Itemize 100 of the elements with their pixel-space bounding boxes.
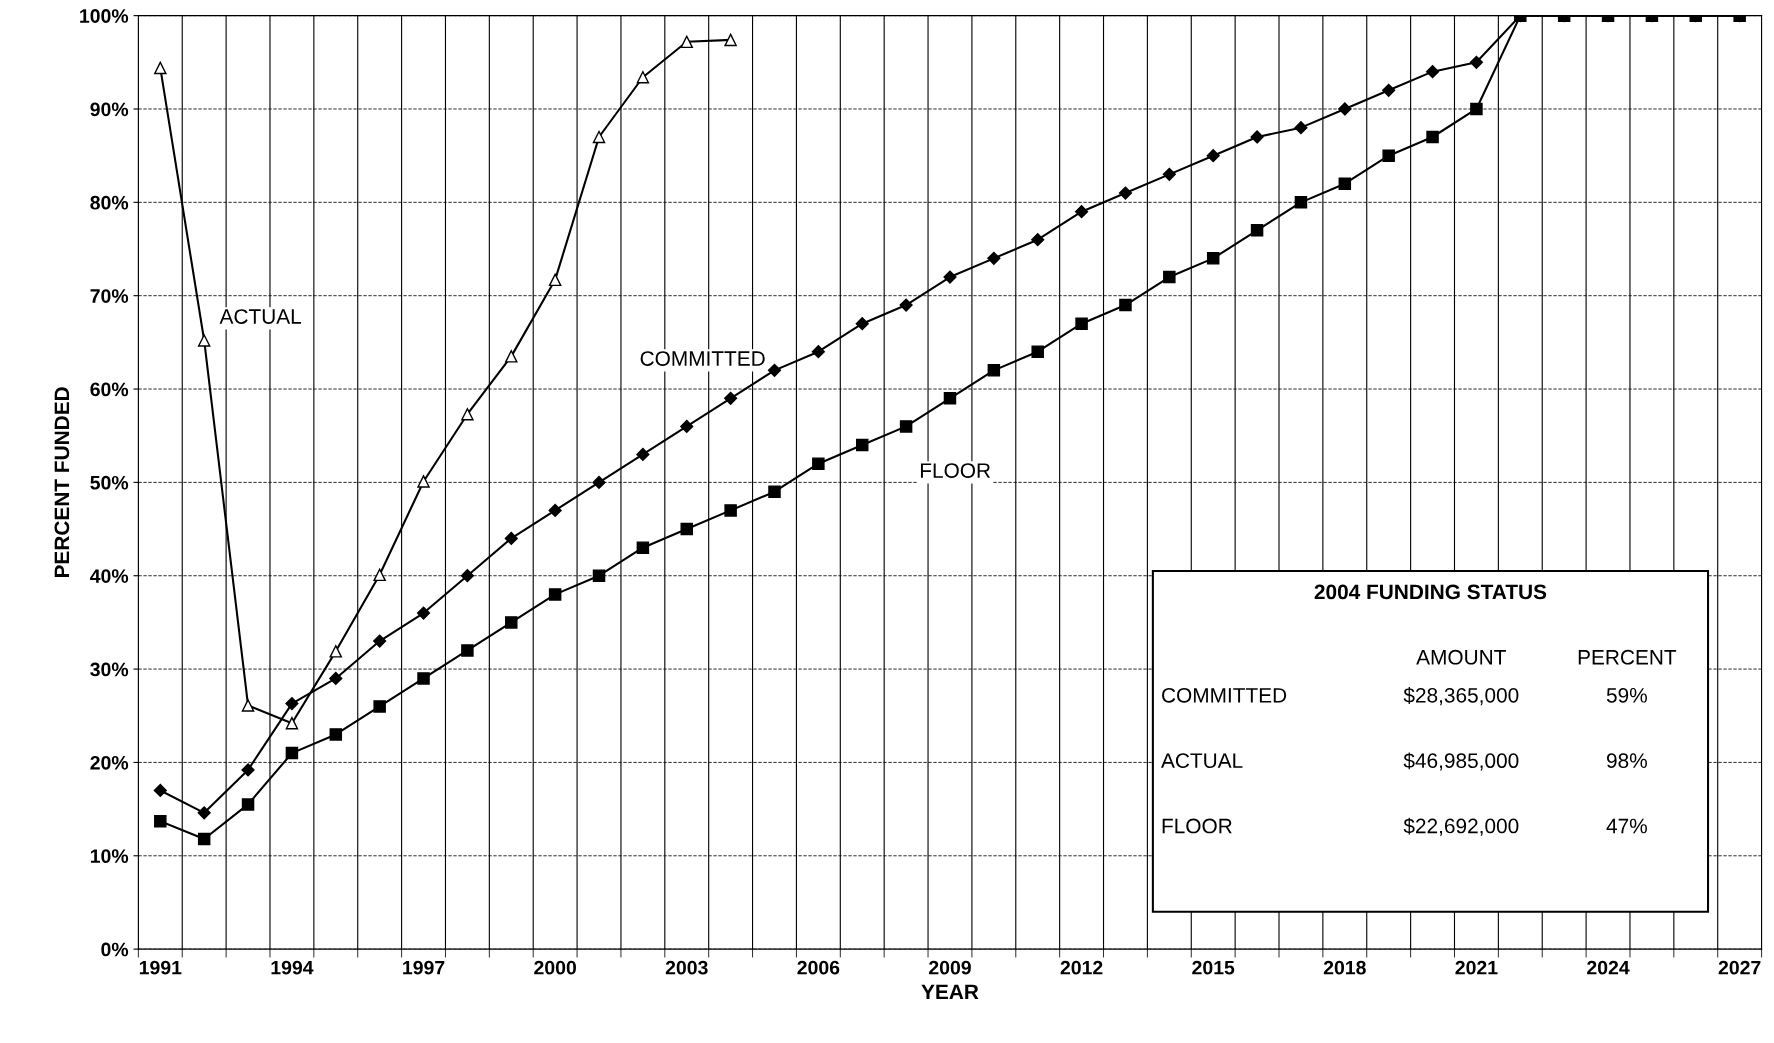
- point: [592, 569, 606, 582]
- point: [505, 616, 518, 629]
- point: [285, 716, 299, 730]
- point: [154, 814, 167, 828]
- point: [943, 270, 957, 284]
- point: [592, 475, 606, 489]
- annotation: $28,365,000: [1403, 687, 1519, 706]
- point: [855, 438, 869, 452]
- x-axis-title: YEAR: [921, 984, 979, 1000]
- point: [1382, 83, 1396, 97]
- point: [548, 588, 562, 601]
- point: [285, 746, 299, 760]
- point: [1425, 65, 1440, 79]
- x-tick-label: 2027: [1718, 960, 1761, 975]
- annotation: 98%: [1606, 753, 1647, 769]
- x-tick-label: 2018: [1323, 960, 1366, 975]
- annotation: 47%: [1606, 818, 1647, 834]
- point: [724, 391, 738, 405]
- annotation: PERCENT: [1578, 649, 1677, 665]
- point: [1031, 233, 1045, 247]
- annotation: FLOOR: [1162, 818, 1232, 834]
- point: [636, 71, 650, 84]
- point: [680, 35, 694, 49]
- point: [592, 130, 606, 144]
- point: [1338, 102, 1352, 116]
- point: [416, 606, 431, 620]
- annotation: 2004 FUNDING STATUS: [1314, 584, 1547, 600]
- point: [504, 531, 518, 545]
- y-tick-label: 80%: [90, 195, 129, 210]
- point: [197, 806, 211, 820]
- point: [1426, 130, 1439, 144]
- x-tick-label: 2012: [1060, 960, 1103, 975]
- point: [1206, 149, 1220, 163]
- point: [548, 503, 562, 517]
- annotation: $22,692,000: [1403, 817, 1519, 836]
- point: [241, 798, 255, 811]
- y-tick-label: 100%: [80, 9, 129, 23]
- point: [548, 273, 562, 287]
- point: [724, 33, 737, 47]
- point: [373, 568, 386, 582]
- series-label: FLOOR: [920, 463, 991, 478]
- point: [241, 699, 255, 712]
- y-tick-label: 90%: [90, 102, 129, 117]
- point: [636, 541, 650, 554]
- point: [329, 728, 343, 741]
- point: [417, 672, 430, 685]
- point: [461, 644, 474, 657]
- annotation: COMMITTED: [1162, 687, 1287, 703]
- point: [329, 671, 343, 686]
- point: [197, 334, 211, 347]
- point: [1206, 252, 1220, 265]
- point: [811, 345, 825, 359]
- y-tick-label: 50%: [90, 475, 129, 490]
- y-tick-label: 10%: [90, 849, 129, 864]
- point: [460, 569, 474, 583]
- y-tick-label: 60%: [90, 382, 129, 397]
- point: [899, 298, 913, 312]
- annotation: $46,985,000: [1403, 752, 1519, 771]
- point: [1075, 317, 1088, 330]
- annotation: AMOUNT: [1416, 649, 1506, 665]
- x-tick-label: 2009: [929, 960, 971, 975]
- point: [1250, 130, 1264, 144]
- y-tick-label: 20%: [90, 755, 129, 770]
- point: [1294, 196, 1308, 209]
- x-tick-label: 1991: [139, 960, 182, 975]
- point: [767, 363, 782, 377]
- point: [197, 832, 211, 846]
- x-tick-label: 2000: [534, 960, 576, 975]
- series-label: ACTUAL: [219, 309, 302, 324]
- point: [899, 420, 913, 433]
- point: [1250, 224, 1264, 237]
- point: [1075, 205, 1089, 219]
- y-axis-title: PERCENT FUNDED: [54, 387, 70, 578]
- point: [1469, 55, 1484, 69]
- point: [241, 763, 255, 777]
- x-tick-label: 2006: [797, 960, 840, 975]
- point: [1118, 186, 1133, 200]
- point: [724, 504, 737, 517]
- point: [636, 447, 650, 461]
- x-tick-label: 1997: [403, 960, 445, 975]
- point: [461, 407, 474, 421]
- point: [1382, 149, 1395, 162]
- point: [680, 522, 694, 536]
- point: [417, 475, 430, 488]
- point: [680, 419, 694, 433]
- point: [943, 392, 957, 405]
- point: [1294, 121, 1308, 135]
- point: [768, 485, 781, 498]
- point: [1470, 102, 1483, 116]
- x-tick-label: 2021: [1455, 960, 1498, 975]
- annotation: ACTUAL: [1161, 753, 1243, 769]
- y-tick-label: 40%: [90, 569, 129, 583]
- point: [987, 251, 1001, 265]
- y-tick-label: 70%: [90, 289, 129, 303]
- point: [505, 350, 518, 363]
- point: [285, 697, 299, 711]
- point: [987, 364, 1001, 377]
- point: [329, 645, 343, 658]
- x-tick-label: 2024: [1587, 960, 1630, 975]
- point: [373, 634, 387, 648]
